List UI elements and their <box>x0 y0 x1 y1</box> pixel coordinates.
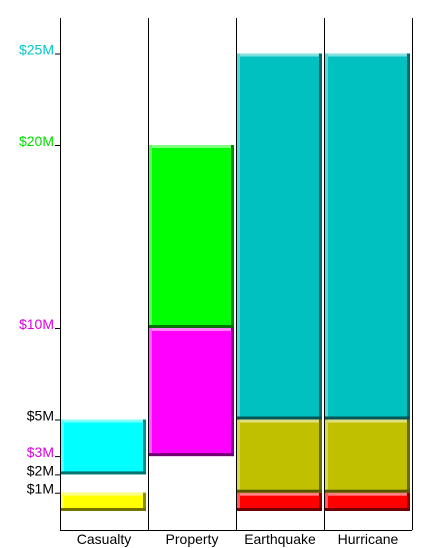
bar-property-3 <box>149 145 234 328</box>
y-tick-label-3: $5M <box>27 408 54 424</box>
category-label-casualty: Casualty <box>77 531 131 547</box>
category-label-hurricane: Hurricane <box>338 531 399 547</box>
x-axis: Casualty Property Earthquake Hurricane <box>77 531 399 547</box>
bar-hurricane-9 <box>325 53 410 420</box>
bars-layer <box>61 53 410 511</box>
y-axis: $25M $20M $10M $5M $3M $2M $1M <box>19 42 60 497</box>
y-tick-label-2: $10M <box>19 316 54 332</box>
category-separators <box>60 18 413 531</box>
category-label-property: Property <box>166 531 219 547</box>
category-label-earthquake: Earthquake <box>244 531 316 547</box>
bar-casualty-0 <box>61 492 146 511</box>
bar-hurricane-7 <box>325 492 410 511</box>
y-tick-label-5: $2M <box>27 462 54 478</box>
bar-hurricane-8 <box>325 419 410 493</box>
bar-earthquake-6 <box>237 53 322 420</box>
bar-earthquake-5 <box>237 419 322 493</box>
y-tick-label-6: $1M <box>27 481 54 497</box>
bar-casualty-1 <box>61 419 146 475</box>
bar-earthquake-4 <box>237 492 322 511</box>
y-tick-label-1: $20M <box>19 133 54 149</box>
y-tick-label-0: $25M <box>19 42 54 58</box>
y-tick-label-4: $3M <box>27 444 54 460</box>
bar-property-2 <box>149 328 234 457</box>
